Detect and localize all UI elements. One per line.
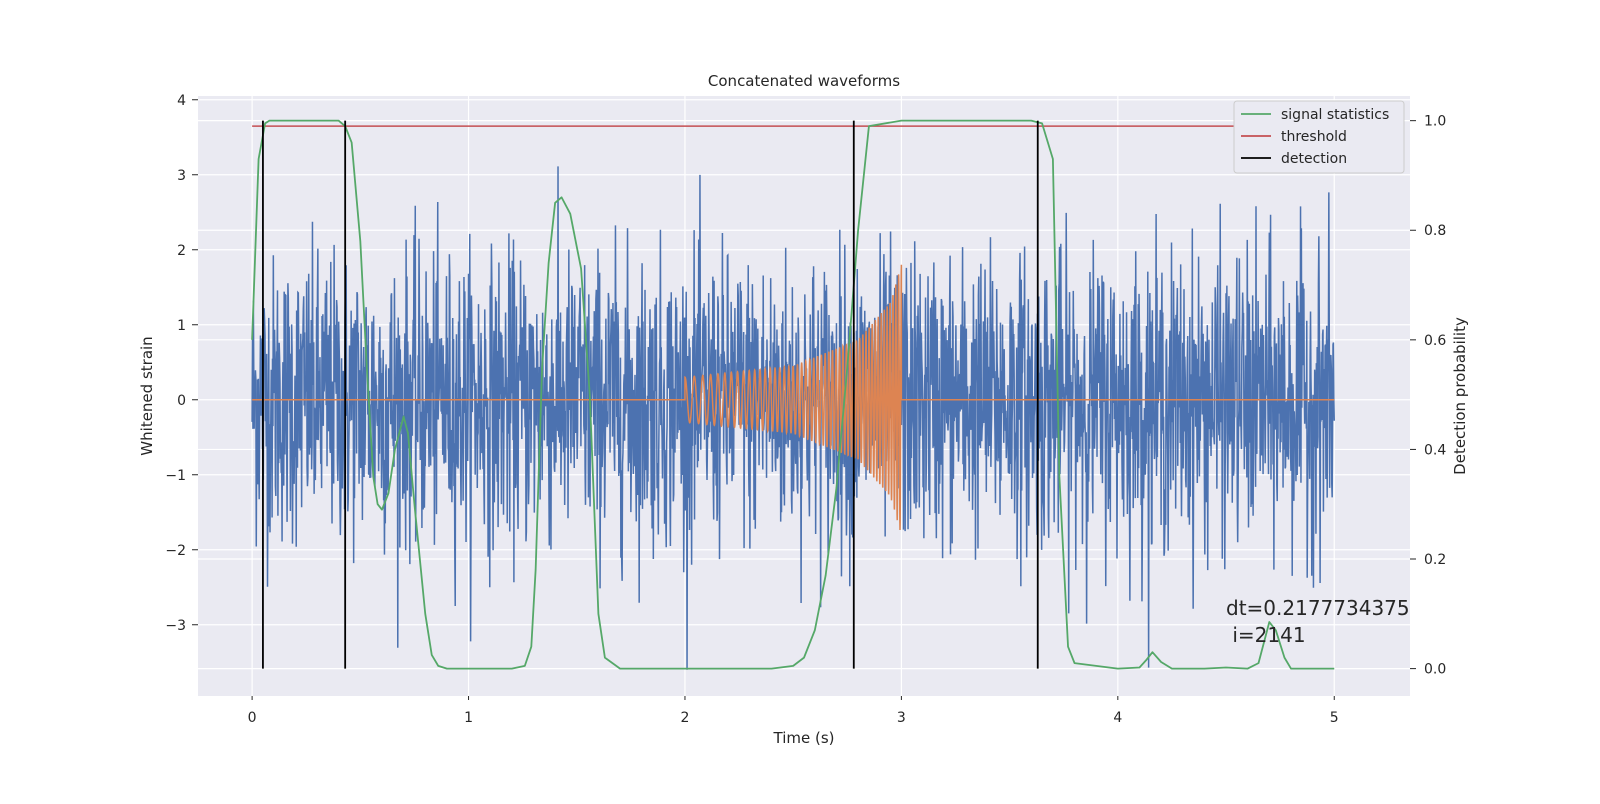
chart-title: Concatenated waveforms	[708, 72, 900, 90]
y-left-tick-label: 1	[177, 318, 186, 334]
x-tick-label: 0	[248, 710, 257, 726]
y-right-tick-label: 0.6	[1424, 333, 1446, 349]
x-tick-label: 2	[681, 710, 690, 726]
legend-label-signal-statistics: signal statistics	[1281, 107, 1389, 123]
y-right-tick-label: 1.0	[1424, 114, 1446, 130]
y-right-tick-label: 0.0	[1424, 662, 1446, 678]
legend: signal statistics threshold detection	[1233, 100, 1405, 174]
annotation-dt: dt=0.2177734375	[1226, 596, 1410, 620]
x-tick-label: 1	[464, 710, 473, 726]
x-tick-label: 3	[897, 710, 906, 726]
y-left-tick-label: −1	[165, 468, 186, 484]
y-left-tick-label: −3	[165, 618, 186, 634]
legend-label-threshold: threshold	[1281, 129, 1347, 145]
legend-label-detection: detection	[1281, 151, 1347, 167]
injected-waveform-line	[252, 264, 1335, 530]
x-axis-label: Time (s)	[773, 729, 835, 747]
y-right-tick-label: 0.2	[1424, 552, 1446, 568]
annotation-index: i=2141	[1226, 623, 1306, 647]
y-right-axis-ticks: 0.0 0.2 0.4 0.6 0.8 1.0	[1410, 114, 1446, 678]
legend-box	[1233, 100, 1405, 174]
y-left-tick-label: 4	[177, 93, 186, 109]
y-right-tick-label: 0.4	[1424, 442, 1446, 458]
y-right-axis-label: Detection probability	[1451, 317, 1469, 475]
x-axis-ticks: 0 1 2 3 4 5	[248, 696, 1339, 726]
y-left-axis-label: Whitened strain	[138, 336, 156, 455]
y-left-tick-label: 2	[177, 243, 186, 259]
signal-statistics-line	[251, 119, 1335, 670]
x-tick-label: 5	[1330, 710, 1339, 726]
y-left-tick-label: 0	[177, 393, 186, 409]
y-left-tick-label: −2	[165, 543, 186, 559]
plot-lines	[251, 119, 1335, 670]
x-tick-label: 4	[1113, 710, 1122, 726]
strain-series-line	[251, 166, 1335, 670]
y-left-axis-ticks: −3 −2 −1 0 1 2 3 4	[165, 93, 198, 634]
y-left-tick-label: 3	[177, 168, 186, 184]
y-right-tick-label: 0.8	[1424, 223, 1446, 239]
